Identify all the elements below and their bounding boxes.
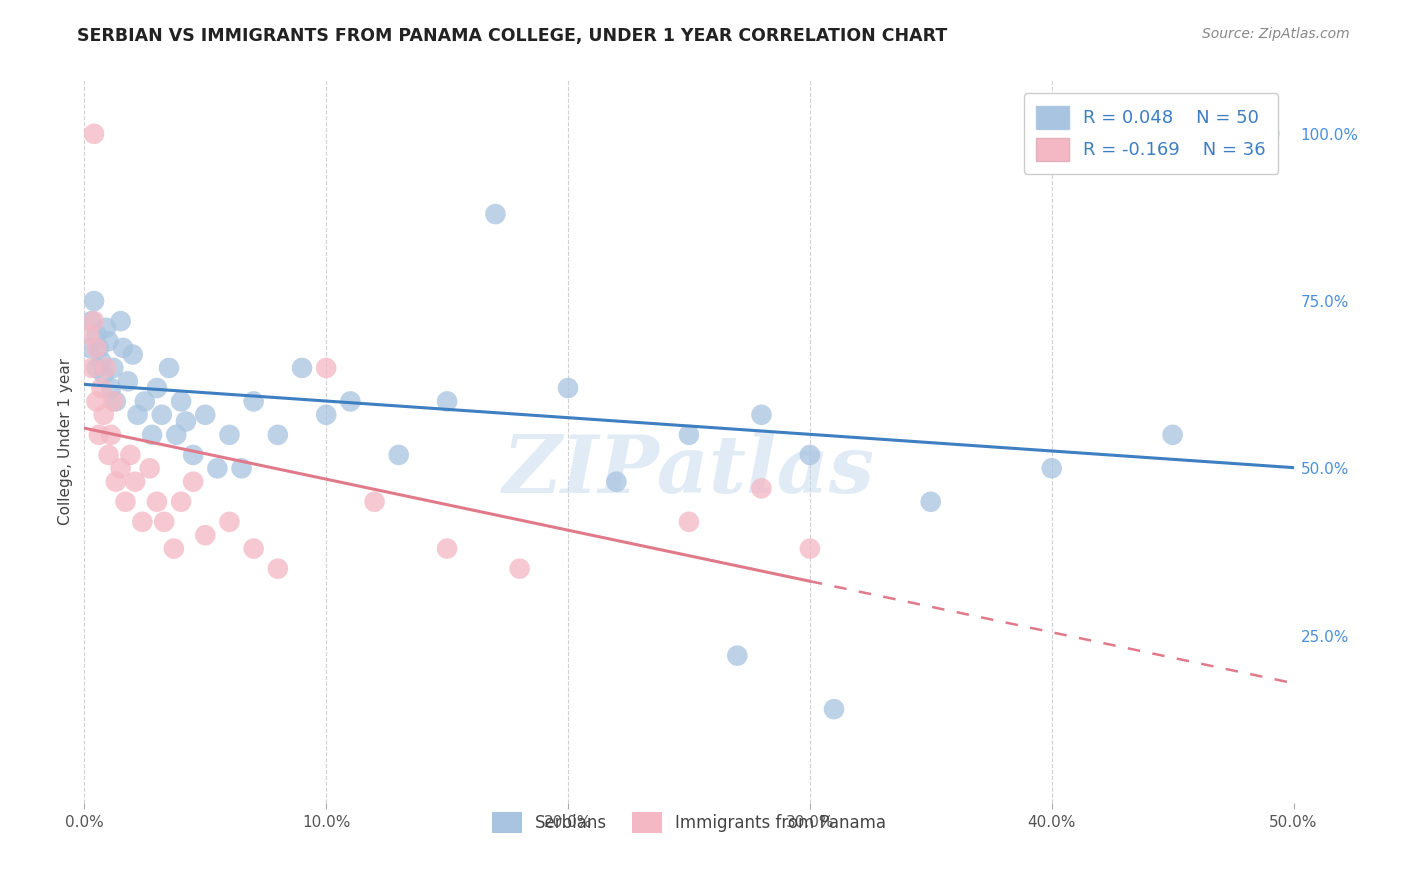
Point xyxy=(751,408,773,422)
Point xyxy=(363,494,385,508)
Point xyxy=(150,408,173,422)
Point xyxy=(121,348,143,362)
Point xyxy=(124,475,146,489)
Point xyxy=(181,475,204,489)
Point xyxy=(194,408,217,422)
Point xyxy=(163,541,186,556)
Point xyxy=(86,361,108,376)
Point xyxy=(86,327,108,342)
Point xyxy=(83,314,105,328)
Point xyxy=(83,294,105,309)
Point xyxy=(920,494,942,508)
Point xyxy=(110,314,132,328)
Text: Source: ZipAtlas.com: Source: ZipAtlas.com xyxy=(1202,27,1350,41)
Point xyxy=(86,394,108,409)
Point xyxy=(77,327,100,342)
Point xyxy=(90,381,112,395)
Point xyxy=(339,394,361,409)
Point xyxy=(103,361,125,376)
Point xyxy=(170,494,193,508)
Point xyxy=(90,354,112,368)
Point xyxy=(799,448,821,462)
Point xyxy=(94,321,117,335)
Y-axis label: College, Under 1 year: College, Under 1 year xyxy=(58,358,73,525)
Point xyxy=(103,394,125,409)
Point xyxy=(605,475,627,489)
Point xyxy=(751,482,773,496)
Point xyxy=(436,541,458,556)
Point xyxy=(146,494,169,508)
Point xyxy=(80,361,103,376)
Point xyxy=(114,494,136,508)
Point xyxy=(93,408,115,422)
Point xyxy=(194,528,217,542)
Point xyxy=(315,361,337,376)
Point xyxy=(388,448,411,462)
Point xyxy=(100,381,122,395)
Point xyxy=(157,361,180,376)
Point xyxy=(218,427,240,442)
Point xyxy=(86,341,108,355)
Point xyxy=(77,341,100,355)
Point xyxy=(127,408,149,422)
Point xyxy=(242,394,264,409)
Point xyxy=(242,541,264,556)
Point xyxy=(678,515,700,529)
Point xyxy=(134,394,156,409)
Point xyxy=(83,127,105,141)
Point xyxy=(131,515,153,529)
Point xyxy=(207,461,229,475)
Point xyxy=(181,448,204,462)
Point xyxy=(141,427,163,442)
Point xyxy=(1161,427,1184,442)
Point xyxy=(231,461,253,475)
Point xyxy=(678,427,700,442)
Point xyxy=(218,515,240,529)
Point xyxy=(97,334,120,349)
Text: SERBIAN VS IMMIGRANTS FROM PANAMA COLLEGE, UNDER 1 YEAR CORRELATION CHART: SERBIAN VS IMMIGRANTS FROM PANAMA COLLEG… xyxy=(77,27,948,45)
Point xyxy=(112,341,135,355)
Point xyxy=(823,702,845,716)
Point xyxy=(120,448,142,462)
Point xyxy=(104,475,127,489)
Point xyxy=(138,461,160,475)
Point xyxy=(153,515,176,529)
Point xyxy=(87,427,110,442)
Point xyxy=(146,381,169,395)
Point xyxy=(1258,127,1281,141)
Point xyxy=(117,375,139,389)
Point xyxy=(291,361,314,376)
Point xyxy=(509,562,531,576)
Text: ZIPatlas: ZIPatlas xyxy=(503,432,875,509)
Legend: Serbians, Immigrants from Panama: Serbians, Immigrants from Panama xyxy=(484,804,894,841)
Point xyxy=(174,414,197,429)
Point xyxy=(1040,461,1063,475)
Point xyxy=(799,541,821,556)
Point xyxy=(170,394,193,409)
Point xyxy=(165,427,187,442)
Point xyxy=(93,368,115,382)
Point xyxy=(100,427,122,442)
Point xyxy=(557,381,579,395)
Point xyxy=(80,314,103,328)
Point xyxy=(97,448,120,462)
Point xyxy=(267,427,290,442)
Point xyxy=(267,562,290,576)
Point xyxy=(436,394,458,409)
Point xyxy=(315,408,337,422)
Point xyxy=(110,461,132,475)
Point xyxy=(484,207,506,221)
Point xyxy=(94,361,117,376)
Point xyxy=(87,341,110,355)
Point xyxy=(104,394,127,409)
Point xyxy=(725,648,748,663)
